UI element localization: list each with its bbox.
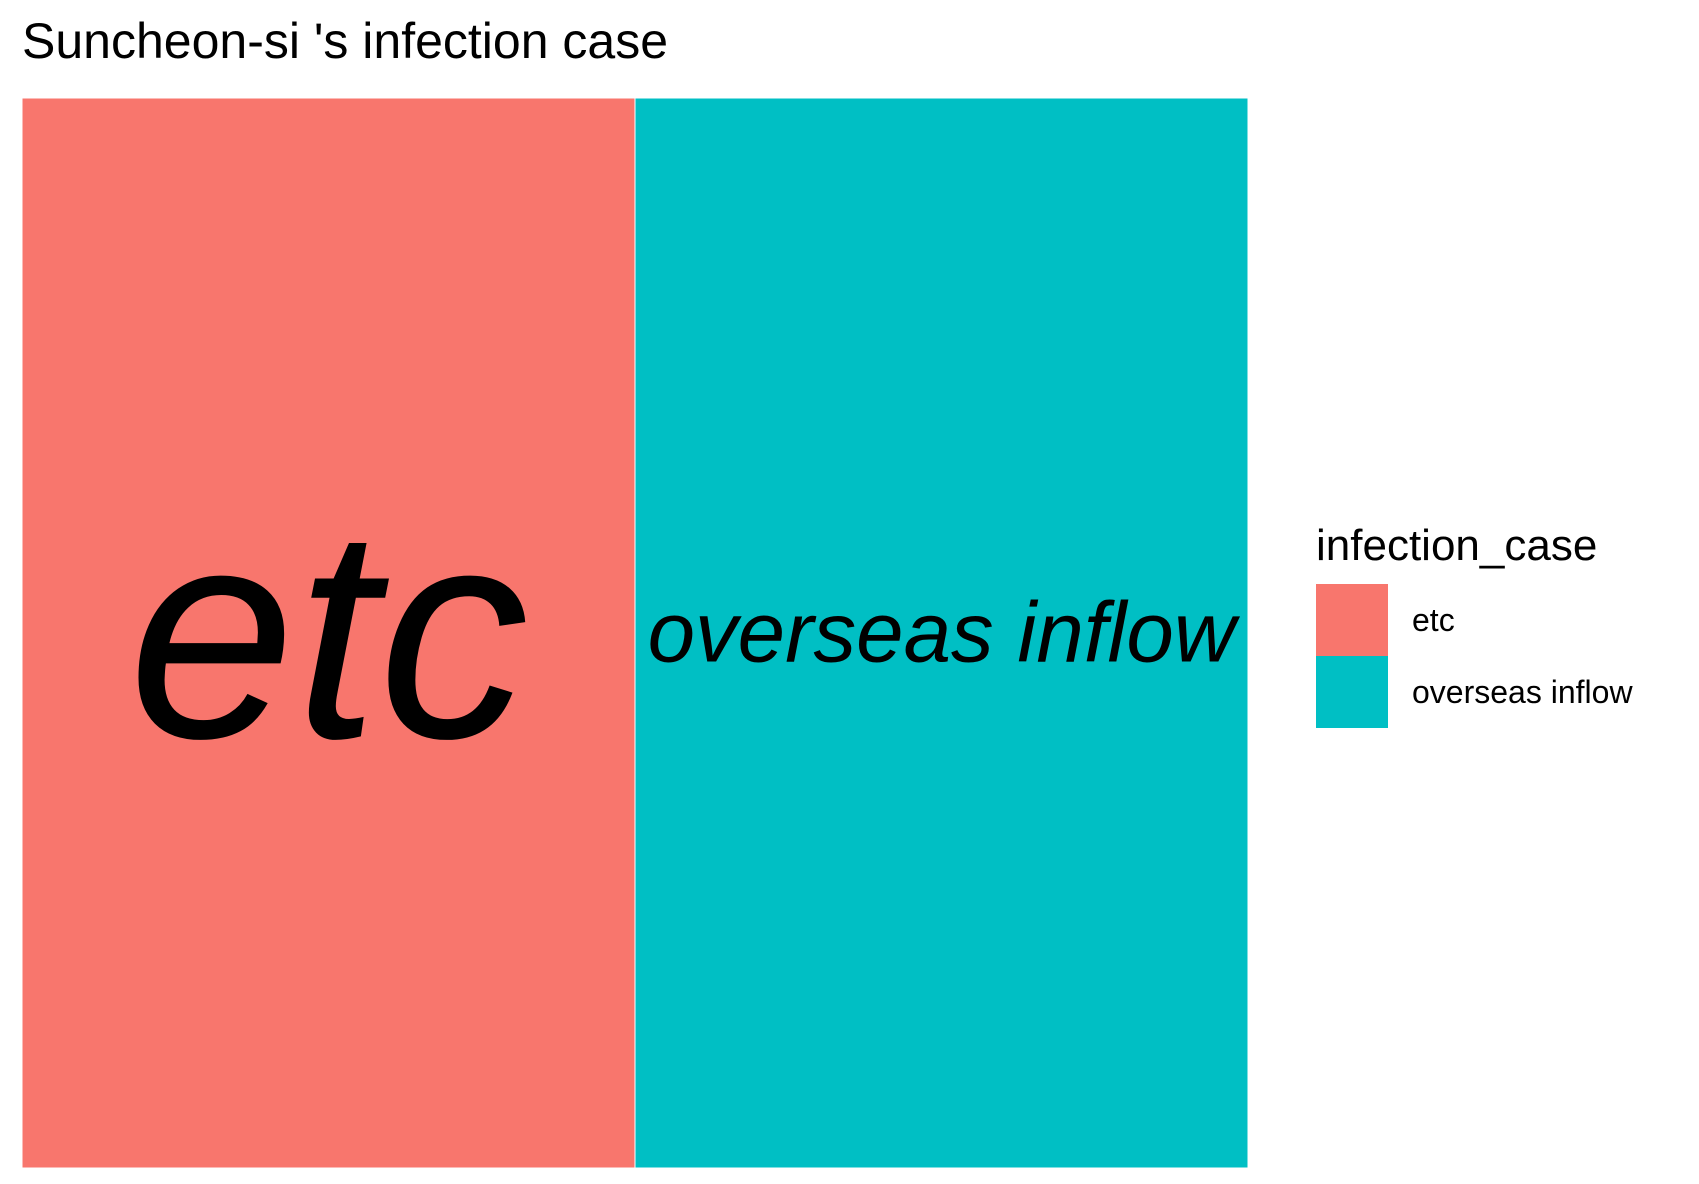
legend-title: infection_case xyxy=(1316,521,1598,570)
legend-label-overseas-inflow: overseas inflow xyxy=(1412,673,1633,710)
tile-label-etc: etc xyxy=(128,465,528,801)
legend-item-overseas-inflow: overseas inflow xyxy=(1316,656,1633,729)
tile-etc xyxy=(21,97,636,1169)
legend-items: etc overseas inflow xyxy=(1316,584,1633,729)
legend-swatch-etc xyxy=(1316,584,1388,657)
legend-swatch-overseas-inflow xyxy=(1316,656,1388,729)
legend-label-etc: etc xyxy=(1412,601,1455,638)
chart-title: Suncheon-si 's infection case xyxy=(22,13,669,69)
legend: infection_case etc overseas inflow xyxy=(1316,521,1633,729)
tile-label-overseas-inflow: overseas inflow xyxy=(648,586,1241,681)
tile-overseas-inflow xyxy=(634,97,1249,1169)
legend-item-etc: etc xyxy=(1316,584,1633,657)
